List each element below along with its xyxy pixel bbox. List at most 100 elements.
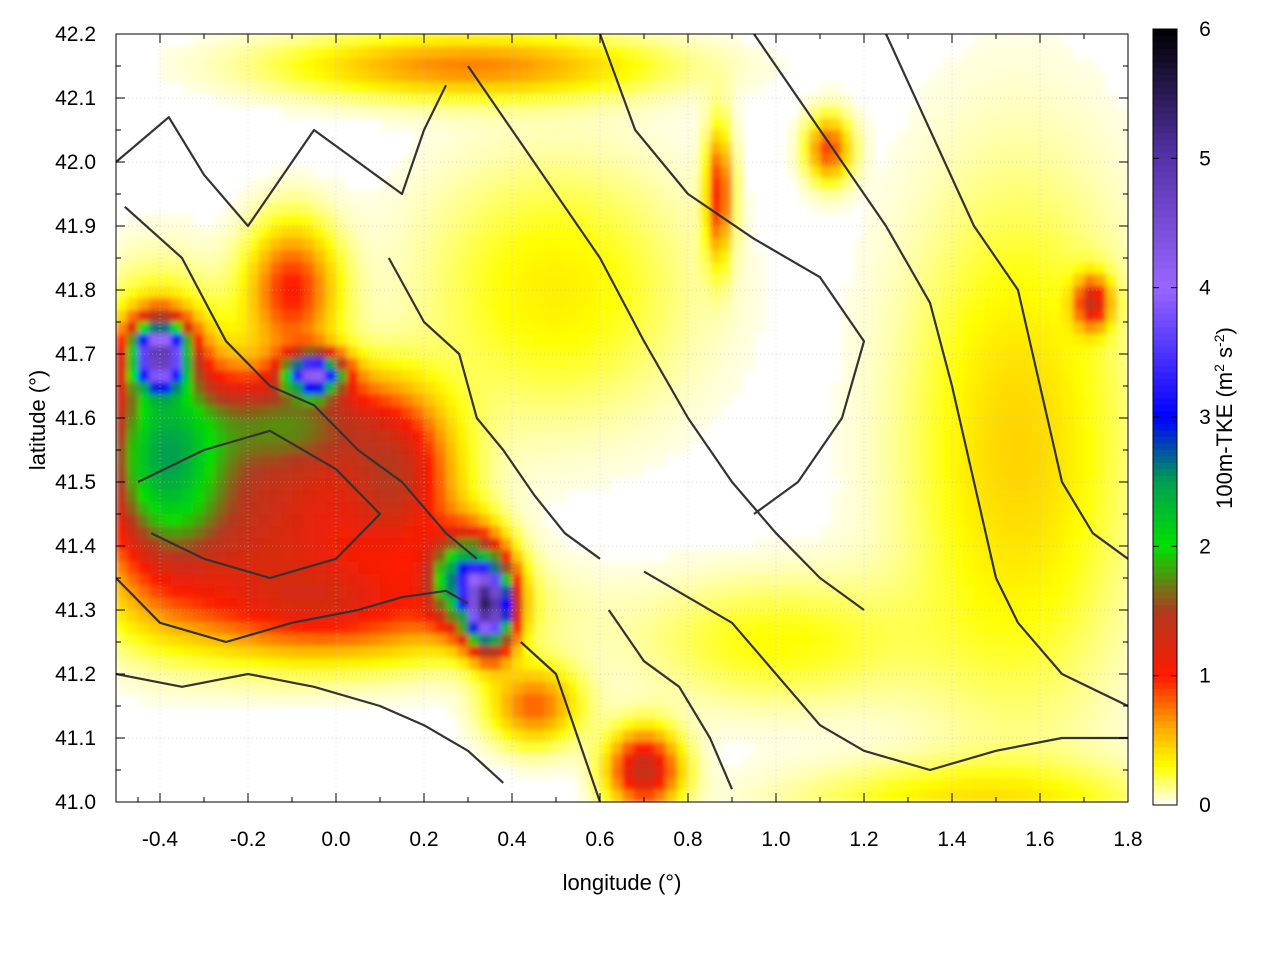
heatmap-cell [1062,322,1074,335]
heatmap-cell [1095,298,1107,311]
heatmap-cell [952,550,964,563]
heatmap-cell [732,298,744,311]
heatmap-cell [952,214,964,227]
heatmap-cell [347,34,359,47]
heatmap-cell [611,298,623,311]
heatmap-cell [1095,274,1107,287]
heatmap-cell [677,646,689,659]
heatmap-cell [402,250,414,263]
heatmap-cell [732,790,744,802]
heatmap-cell [622,706,634,719]
heatmap-cell [952,670,964,683]
heatmap-cell [743,778,755,791]
heatmap-cell [853,538,865,551]
heatmap-cell [435,694,447,707]
heatmap-cell [853,562,865,575]
heatmap-cell [182,634,194,647]
heatmap-cell [996,538,1008,551]
heatmap-cell [446,250,458,263]
heatmap-cell [138,370,150,383]
heatmap-cell [589,118,601,131]
heatmap-cell [974,514,986,527]
heatmap-cell [853,514,865,527]
heatmap-cell [743,334,755,347]
heatmap-cell [710,730,722,743]
heatmap-cell [1040,346,1052,359]
heatmap-cell [226,358,238,371]
heatmap-cell [886,574,898,587]
heatmap-cell [754,718,766,731]
heatmap-cell [1018,94,1030,107]
heatmap-cell [754,706,766,719]
heatmap-cell [545,94,557,107]
heatmap-cell [270,406,282,419]
heatmap-cell [831,706,843,719]
heatmap-cell [1029,34,1041,47]
heatmap-cell [1073,670,1085,683]
heatmap-cell [666,550,678,563]
heatmap-cell [919,466,931,479]
heatmap-cell [1051,694,1063,707]
heatmap-cell [391,514,403,527]
heatmap-cell [523,754,535,767]
heatmap-cell [259,490,271,503]
heatmap-cell [974,130,986,143]
heatmap-cell [1029,250,1041,263]
heatmap-cell [743,766,755,779]
heatmap-cell [1073,730,1085,743]
heatmap-cell [446,658,458,671]
heatmap-cell [292,658,304,671]
heatmap-cell [424,526,436,539]
heatmap-cell [138,466,150,479]
heatmap-cell [875,358,887,371]
heatmap-cell [138,634,150,647]
heatmap-cell [1029,574,1041,587]
heatmap-cell [226,574,238,587]
heatmap-cell [556,226,568,239]
heatmap-cell [820,94,832,107]
heatmap-cell [1106,406,1118,419]
heatmap-cell [578,682,590,695]
heatmap-cell [1018,70,1030,83]
heatmap-cell [479,598,491,611]
heatmap-cell [424,418,436,431]
heatmap-cell [655,226,667,239]
heatmap-cell [930,754,942,767]
heatmap-cell [578,130,590,143]
heatmap-cell [281,682,293,695]
heatmap-cell [1018,706,1030,719]
heatmap-cell [556,370,568,383]
heatmap-cell [743,646,755,659]
heatmap-cell [611,238,623,251]
heatmap-cell [501,526,513,539]
heatmap-cell [358,646,370,659]
heatmap-cell [171,658,183,671]
heatmap-cell [457,250,469,263]
heatmap-cell [215,538,227,551]
heatmap-cell [655,634,667,647]
heatmap-cell [1084,514,1096,527]
heatmap-cell [853,694,865,707]
heatmap-cell [842,778,854,791]
heatmap-cell [1073,694,1085,707]
heatmap-cell [732,226,744,239]
heatmap-cell [314,670,326,683]
heatmap-cell [633,322,645,335]
heatmap-cell [1007,346,1019,359]
heatmap-cell [248,34,260,47]
heatmap-cell [501,394,513,407]
heatmap-cell [237,274,249,287]
heatmap-cell [1106,574,1118,587]
heatmap-cell [622,238,634,251]
heatmap-cell [380,382,392,395]
heatmap-cell [1117,346,1128,359]
heatmap-cell [963,478,975,491]
heatmap-cell [1029,634,1041,647]
heatmap-cell [567,754,579,767]
heatmap-cell [490,178,502,191]
heatmap-cell [1007,598,1019,611]
heatmap-cell [215,610,227,623]
heatmap-cell [633,358,645,371]
heatmap-cell [952,442,964,455]
heatmap-cell [490,286,502,299]
